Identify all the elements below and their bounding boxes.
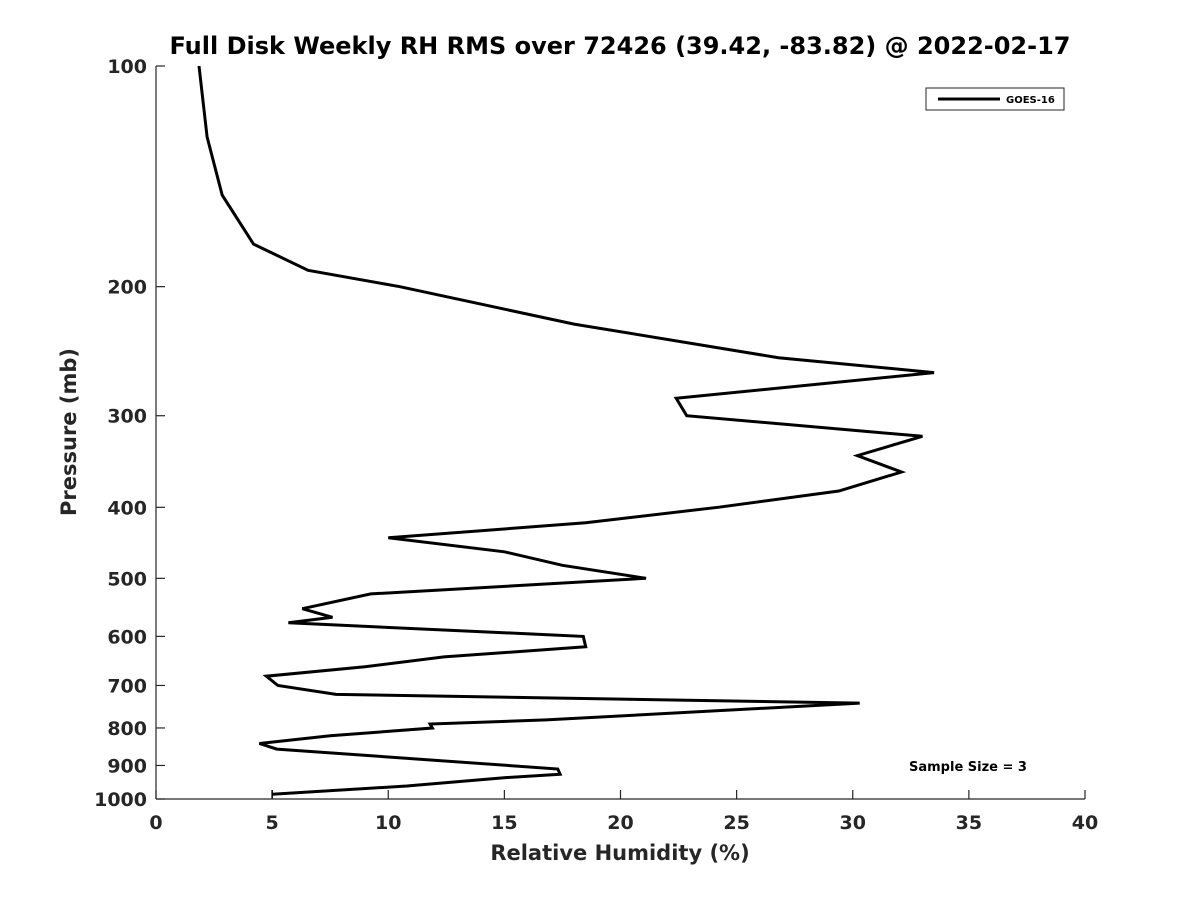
legend: GOES-16 (925, 87, 1065, 111)
y-tick-label-6: 700 (107, 675, 147, 697)
y-tick-label-7: 800 (107, 718, 147, 740)
x-axis-label: Relative Humidity (%) (490, 841, 749, 865)
y-tick-label-1: 200 (107, 277, 147, 299)
series-line-0 (197, 65, 935, 796)
y-tick-label-2: 300 (107, 406, 147, 428)
y-tick-label-8: 900 (107, 755, 147, 777)
x-tick-label-2: 10 (375, 812, 401, 834)
x-tick-label-8: 40 (1072, 812, 1098, 834)
y-tick-label-0: 100 (107, 56, 147, 78)
y-axis-label: Pressure (mb) (57, 348, 81, 516)
x-tick-label-1: 5 (266, 812, 279, 834)
chart-title: Full Disk Weekly RH RMS over 72426 (39.4… (169, 32, 1070, 60)
x-tick-label-6: 30 (840, 812, 866, 834)
x-tick-label-3: 15 (491, 812, 517, 834)
legend-label-0: GOES-16 (1006, 95, 1055, 106)
sample-size-annotation: Sample Size = 3 (909, 760, 1027, 775)
x-tick-label-0: 0 (149, 812, 162, 834)
y-tick-label-3: 400 (107, 497, 147, 519)
y-tick-label-5: 600 (107, 626, 147, 648)
y-tick-label-9: 1000 (94, 789, 147, 811)
plot-area: 0 5 10 15 20 25 30 35 40 100 200 300 400 500 600 700 800… (94, 56, 1098, 834)
x-tick-label-7: 35 (956, 812, 982, 834)
x-tick-label-5: 25 (723, 812, 749, 834)
y-tick-label-4: 500 (107, 568, 147, 590)
x-tick-label-4: 20 (607, 812, 633, 834)
